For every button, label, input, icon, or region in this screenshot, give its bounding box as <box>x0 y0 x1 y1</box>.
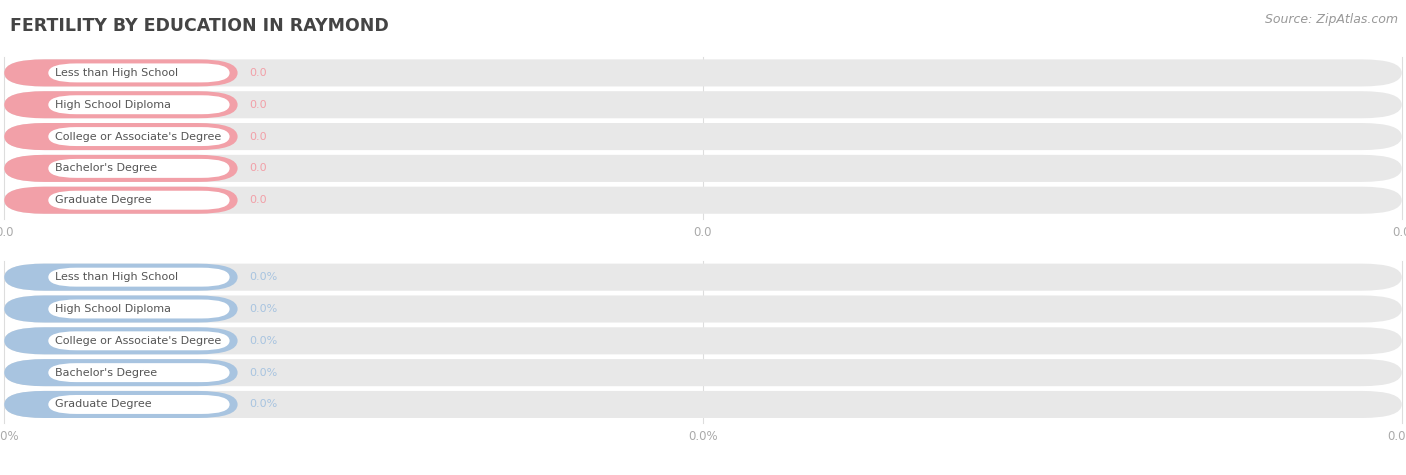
Text: 0.0%: 0.0% <box>249 368 277 378</box>
FancyBboxPatch shape <box>4 59 1402 86</box>
FancyBboxPatch shape <box>48 268 229 286</box>
FancyBboxPatch shape <box>4 123 1402 150</box>
Text: Graduate Degree: Graduate Degree <box>55 195 152 205</box>
Text: College or Associate's Degree: College or Associate's Degree <box>55 336 222 346</box>
Text: 0.0: 0.0 <box>693 226 713 238</box>
FancyBboxPatch shape <box>48 64 229 82</box>
FancyBboxPatch shape <box>4 391 1402 418</box>
Text: 0.0: 0.0 <box>249 100 267 110</box>
FancyBboxPatch shape <box>4 91 1402 118</box>
Text: FERTILITY BY EDUCATION IN RAYMOND: FERTILITY BY EDUCATION IN RAYMOND <box>10 17 388 35</box>
FancyBboxPatch shape <box>48 300 229 318</box>
FancyBboxPatch shape <box>4 91 238 118</box>
FancyBboxPatch shape <box>48 127 229 146</box>
FancyBboxPatch shape <box>4 187 1402 214</box>
FancyBboxPatch shape <box>4 264 238 291</box>
Text: 0.0: 0.0 <box>0 226 14 238</box>
FancyBboxPatch shape <box>48 191 229 209</box>
Text: 0.0%: 0.0% <box>0 430 20 443</box>
FancyBboxPatch shape <box>4 264 1402 291</box>
Text: 0.0: 0.0 <box>249 195 267 205</box>
FancyBboxPatch shape <box>4 359 238 386</box>
Text: 0.0%: 0.0% <box>249 336 277 346</box>
FancyBboxPatch shape <box>4 359 1402 386</box>
FancyBboxPatch shape <box>4 327 238 354</box>
Text: Bachelor's Degree: Bachelor's Degree <box>55 368 157 378</box>
Text: 0.0: 0.0 <box>249 163 267 173</box>
FancyBboxPatch shape <box>4 187 238 214</box>
Text: 0.0: 0.0 <box>1392 226 1406 238</box>
Text: Less than High School: Less than High School <box>55 272 179 282</box>
FancyBboxPatch shape <box>48 395 229 414</box>
FancyBboxPatch shape <box>48 332 229 350</box>
Text: Graduate Degree: Graduate Degree <box>55 399 152 409</box>
Text: 0.0%: 0.0% <box>249 272 277 282</box>
Text: College or Associate's Degree: College or Associate's Degree <box>55 132 222 142</box>
FancyBboxPatch shape <box>4 391 238 418</box>
Text: 0.0: 0.0 <box>249 132 267 142</box>
FancyBboxPatch shape <box>4 123 238 150</box>
Text: 0.0%: 0.0% <box>249 304 277 314</box>
Text: Less than High School: Less than High School <box>55 68 179 78</box>
Text: Source: ZipAtlas.com: Source: ZipAtlas.com <box>1264 13 1398 26</box>
Text: High School Diploma: High School Diploma <box>55 100 172 110</box>
FancyBboxPatch shape <box>4 155 1402 182</box>
Text: 0.0%: 0.0% <box>1386 430 1406 443</box>
FancyBboxPatch shape <box>48 363 229 382</box>
Text: High School Diploma: High School Diploma <box>55 304 172 314</box>
FancyBboxPatch shape <box>4 295 238 323</box>
FancyBboxPatch shape <box>48 159 229 178</box>
Text: 0.0%: 0.0% <box>249 399 277 409</box>
FancyBboxPatch shape <box>4 295 1402 323</box>
FancyBboxPatch shape <box>4 155 238 182</box>
FancyBboxPatch shape <box>4 327 1402 354</box>
FancyBboxPatch shape <box>4 59 238 86</box>
FancyBboxPatch shape <box>48 95 229 114</box>
Text: Bachelor's Degree: Bachelor's Degree <box>55 163 157 173</box>
Text: 0.0: 0.0 <box>249 68 267 78</box>
Text: 0.0%: 0.0% <box>688 430 718 443</box>
